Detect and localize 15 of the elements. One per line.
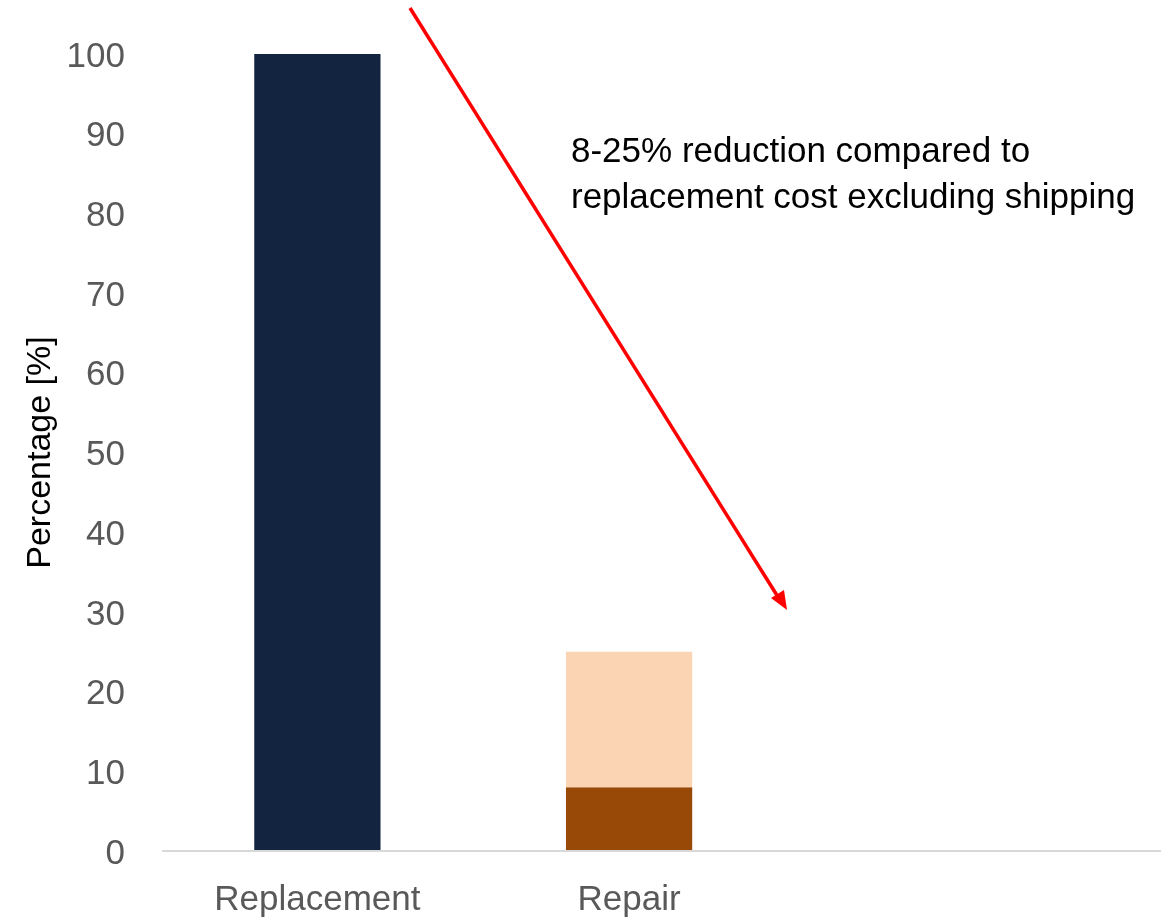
y-tick-label: 60 xyxy=(86,353,125,393)
y-tick-label: 80 xyxy=(86,194,125,233)
y-tick-label: 20 xyxy=(86,672,125,712)
y-tick-label: 70 xyxy=(86,273,125,313)
x-tick-label: Replacement xyxy=(214,878,421,917)
y-tick-label: 90 xyxy=(86,114,125,154)
y-tick-label: 100 xyxy=(66,34,125,74)
y-tick-label: 30 xyxy=(86,592,125,632)
annotation: 8-25% reduction compared to replacement cost excluding shipping xyxy=(571,130,1136,215)
y-tick-label: 40 xyxy=(86,512,125,552)
y-tick-label: 10 xyxy=(86,751,125,791)
y-axis-title: Percentage [%] xyxy=(19,336,57,569)
y-tick-label: 50 xyxy=(86,433,125,473)
x-tick-label: Repair xyxy=(577,878,681,917)
y-tick-label: 0 xyxy=(105,831,125,871)
